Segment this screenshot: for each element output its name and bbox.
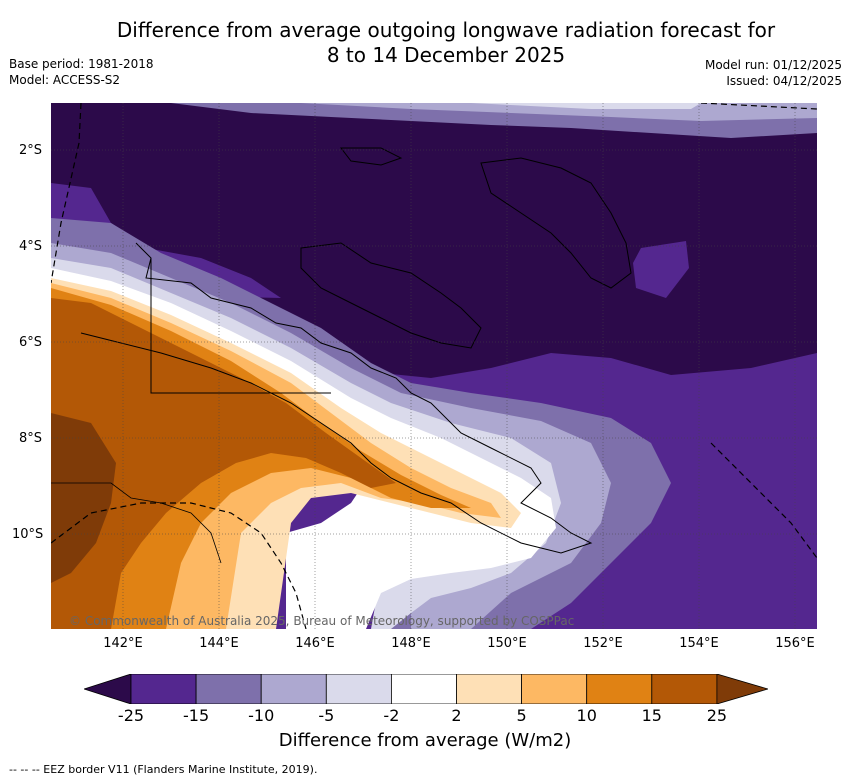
lat-label: 2°S [19,143,43,158]
border-line [150,258,331,394]
colorbar [84,674,768,704]
footer-legend: -- -- -- EEZ border V11 (Flanders Marine… [9,763,318,776]
meta-left: Base period: 1981-2018 Model: ACCESS-S2 [9,56,154,88]
coastline-manus [339,147,403,166]
band-patch [633,241,689,298]
colorbar-swatch [325,674,392,704]
eez-border-east [710,442,817,559]
colorbar-tick: -25 [117,706,145,725]
meta-right: Model run: 01/12/2025 Issued: 04/12/2025 [705,57,842,89]
colorbar-swatch [130,674,197,704]
colorbar-tick: -10 [248,706,275,725]
lon-label: 156°E [775,636,815,651]
band-neg2-top [471,103,701,109]
lon-label: 150°E [487,636,527,651]
coastline-png [80,242,593,554]
model-name: Model: ACCESS-S2 [9,73,121,87]
lon-label: 146°E [295,636,335,651]
contour-map [51,103,817,629]
colorbar-tick: -2 [383,706,400,725]
title-line-1: Difference from average outgoing longwav… [116,18,776,42]
lon-label: 142°E [103,636,143,651]
model-run: Model run: 01/12/2025 [704,58,842,72]
coastline-new-britain [300,242,482,349]
colorbar-swatch [260,674,327,704]
colorbar-tick: 15 [641,706,662,725]
coastline-cape-york [51,482,222,564]
band-neg25 [51,103,817,378]
colorbar-swatch [456,674,522,704]
lon-label: 144°E [199,636,239,651]
colorbar-tick: 10 [576,706,597,725]
colorbar-arrow-high [716,674,768,704]
eez-border-south [51,502,307,629]
lon-label: 148°E [391,636,431,651]
lon-label: 154°E [679,636,719,651]
colorbar-tick: -15 [183,706,210,725]
band-pos15 [51,298,396,629]
colorbar-swatch [521,674,588,704]
map-title: Difference from average outgoing longwav… [60,18,832,68]
colorbar-swatch [586,674,653,704]
issued-date: Issued: 04/12/2025 [726,74,842,88]
lat-label: 10°S [12,527,44,542]
band-pos25 [51,413,116,583]
colorbar-swatch [390,674,457,704]
coastline-new-ireland [480,157,632,289]
eez-border-west [51,103,82,284]
colorbar-tick: 5 [516,706,527,725]
title-line-2: 8 to 14 December 2025 [326,43,566,67]
copyright-text: © Commonwealth of Australia 2025, Bureau… [69,614,575,628]
lat-label: 4°S [19,239,43,254]
colorbar-tick: 2 [451,706,462,725]
gridlines [51,103,817,629]
base-period: Base period: 1981-2018 [9,57,154,71]
colorbar-tick: -5 [318,706,335,725]
map-panel [51,103,817,629]
lat-label: 6°S [19,335,43,350]
colorbar-label: Difference from average (W/m2) [278,730,572,751]
colorbar-swatch [195,674,262,704]
lat-label: 8°S [19,431,43,446]
colorbar-swatch [651,674,718,704]
lon-label: 152°E [583,636,623,651]
colorbar-arrow-low [84,674,132,704]
colorbar-tick: 25 [706,706,728,725]
